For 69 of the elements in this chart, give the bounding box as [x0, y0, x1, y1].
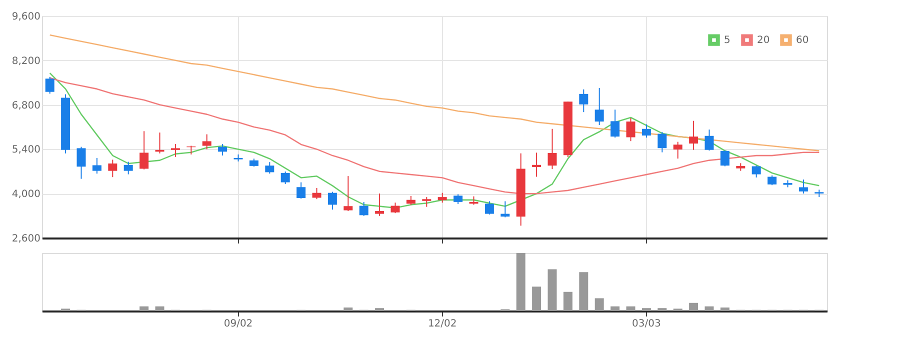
candlestick [124, 161, 133, 175]
bar [594, 298, 604, 311]
y-tick-label: 6,800 [12, 100, 40, 112]
y-tick-label: 8,200 [12, 56, 40, 67]
bar [626, 306, 636, 311]
candlestick [752, 165, 761, 178]
y-tick-label: 9,600 [12, 12, 40, 22]
x-tick-label: 03/03 [632, 318, 661, 330]
bar [516, 253, 526, 311]
bar [658, 308, 667, 311]
candlestick [312, 187, 322, 200]
candlestick [500, 200, 510, 218]
candlestick [673, 141, 682, 160]
candlestick [375, 193, 384, 216]
candlestick [296, 182, 306, 200]
bar [720, 308, 730, 311]
candlestick [768, 174, 777, 186]
candlestick [626, 118, 636, 142]
x-tick-label: 09/02 [224, 318, 253, 330]
bar [532, 286, 542, 311]
y-tick-label: 5,400 [12, 144, 40, 156]
candlestick [390, 202, 400, 214]
candlestick [610, 109, 620, 138]
bar [642, 308, 651, 311]
candlestick [265, 162, 274, 174]
candlestick [532, 152, 542, 178]
y-tick-label: 2,600 [12, 234, 40, 244]
candlestick [280, 171, 290, 185]
candlestick [438, 192, 447, 204]
candlestick [170, 144, 180, 158]
bar [140, 306, 149, 311]
legend-label: 5 [724, 35, 730, 46]
candlestick [422, 196, 432, 208]
bar [610, 306, 620, 311]
candlestick [359, 201, 368, 216]
candlestick [704, 129, 714, 152]
candlestick [594, 87, 604, 126]
candlestick [720, 150, 730, 167]
legend-label: 20 [757, 35, 770, 46]
bar [548, 269, 557, 311]
candlestick [484, 200, 494, 215]
bar [155, 306, 164, 311]
candlestick [658, 132, 667, 153]
x-tick-label: 12/02 [428, 318, 457, 330]
candlestick [202, 134, 212, 150]
candlestick [328, 191, 337, 210]
candlestick [689, 120, 698, 150]
candlestick [579, 88, 588, 113]
y-tick-label: 4,000 [12, 189, 40, 200]
bar [344, 308, 353, 311]
candlestick [140, 130, 149, 170]
line-series [49, 34, 820, 152]
candlestick [454, 194, 463, 205]
bar [563, 292, 572, 311]
bar [689, 302, 698, 311]
candlestick [548, 128, 557, 170]
candlestick [45, 76, 54, 94]
bar [375, 308, 384, 311]
candlestick [76, 146, 86, 180]
candlestick [642, 124, 651, 138]
candlestick [92, 157, 102, 174]
legend-label: 60 [796, 35, 809, 46]
candlestick [798, 179, 808, 194]
candlestick [344, 176, 353, 212]
bar [704, 306, 714, 311]
candlestick [406, 195, 416, 206]
bar [579, 272, 588, 311]
candlestick [218, 144, 228, 156]
candlestick [108, 159, 118, 178]
